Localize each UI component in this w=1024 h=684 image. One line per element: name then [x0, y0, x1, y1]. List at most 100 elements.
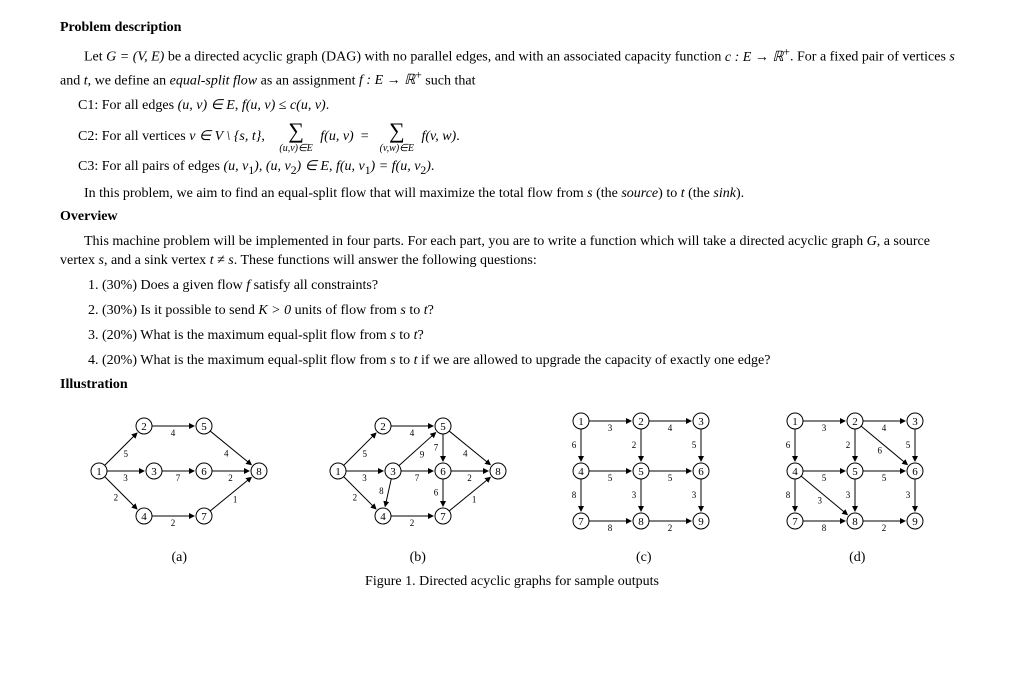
svg-text:5: 5 — [692, 440, 697, 450]
svg-text:4: 4 — [171, 428, 176, 438]
text: and — [60, 73, 84, 88]
svg-text:5: 5 — [822, 473, 827, 483]
svg-text:4: 4 — [380, 511, 386, 523]
text: ). — [736, 186, 744, 201]
graph-a: 54437222112536847 — [79, 401, 279, 541]
svg-text:1: 1 — [335, 466, 341, 478]
figure-label-c: (c) — [556, 550, 731, 566]
figure-label-d: (d) — [770, 550, 945, 566]
svg-text:3: 3 — [632, 490, 637, 500]
svg-text:3: 3 — [906, 490, 911, 500]
svg-text:2: 2 — [639, 416, 645, 428]
graph-c: 346255583382123456789 — [556, 401, 731, 541]
svg-text:5: 5 — [124, 449, 129, 459]
heading-overview: Overview — [60, 209, 964, 225]
question-4: 4. (20%) What is the maximum equal-split… — [88, 352, 964, 371]
text: , and a sink vertex — [104, 253, 210, 268]
text: as an assignment — [257, 73, 359, 88]
svg-text:6: 6 — [877, 446, 882, 456]
svg-text:8: 8 — [786, 490, 791, 500]
svg-text:2: 2 — [380, 421, 386, 433]
svg-text:3: 3 — [608, 423, 613, 433]
svg-text:1: 1 — [792, 416, 798, 428]
svg-text:7: 7 — [415, 473, 420, 483]
figure-row: 54437222112536847 (a) 544372221978612536… — [60, 401, 964, 566]
svg-text:5: 5 — [440, 421, 446, 433]
q2b-text: units of flow from — [291, 303, 400, 318]
svg-text:3: 3 — [692, 490, 697, 500]
svg-text:1: 1 — [233, 494, 238, 504]
figure-caption: Figure 1. Directed acyclic graphs for sa… — [60, 574, 964, 590]
svg-text:2: 2 — [114, 493, 119, 503]
q1b-text: satisfy all constraints? — [250, 278, 378, 293]
text: (the — [685, 186, 714, 201]
question-1: 1. (30%) Does a given flow f satisfy all… — [88, 277, 964, 296]
svg-text:5: 5 — [608, 473, 613, 483]
svg-text:9: 9 — [419, 449, 424, 459]
svg-text:2: 2 — [882, 523, 887, 533]
svg-text:5: 5 — [202, 421, 208, 433]
para-overview: This machine problem will be implemented… — [60, 233, 964, 271]
svg-text:9: 9 — [699, 516, 705, 528]
svg-text:8: 8 — [639, 516, 645, 528]
svg-text:3: 3 — [362, 473, 367, 483]
svg-text:8: 8 — [379, 486, 384, 496]
figure-c: 346255583382123456789 (c) — [556, 401, 731, 566]
svg-text:2: 2 — [410, 518, 415, 528]
svg-text:2: 2 — [846, 440, 851, 450]
heading-problem: Problem description — [60, 20, 964, 36]
svg-text:4: 4 — [463, 448, 468, 458]
svg-text:2: 2 — [229, 473, 234, 483]
para-problem-2: In this problem, we aim to find an equal… — [60, 185, 964, 204]
q3c-text: ? — [417, 328, 423, 343]
svg-text:7: 7 — [792, 516, 798, 528]
svg-text:6: 6 — [434, 487, 439, 497]
svg-text:6: 6 — [202, 466, 208, 478]
svg-text:6: 6 — [572, 440, 577, 450]
svg-text:3: 3 — [817, 496, 822, 506]
svg-text:8: 8 — [608, 523, 613, 533]
svg-text:3: 3 — [152, 466, 158, 478]
q4-text: (20%) What is the maximum equal-split fl… — [102, 353, 390, 368]
term-source: source — [621, 186, 658, 201]
figure-a: 54437222112536847 (a) — [79, 401, 279, 566]
svg-text:2: 2 — [632, 440, 637, 450]
constraint-c3: C3: For all pairs of edges (u, v1), (u, … — [78, 158, 964, 179]
svg-text:3: 3 — [822, 423, 827, 433]
c1-label: C1: — [78, 98, 98, 113]
heading-illustration: Illustration — [60, 377, 964, 393]
svg-text:7: 7 — [434, 442, 439, 452]
question-2: 2. (30%) Is it possible to send K > 0 un… — [88, 302, 964, 321]
q1-text: (30%) Does a given flow — [102, 278, 246, 293]
q2-text: (30%) Is it possible to send — [102, 303, 258, 318]
svg-text:3: 3 — [846, 490, 851, 500]
figure-label-a: (a) — [79, 550, 279, 566]
svg-text:3: 3 — [124, 473, 129, 483]
figure-label-b: (b) — [318, 550, 518, 566]
c2-label: C2: — [78, 129, 98, 144]
svg-text:6: 6 — [699, 466, 705, 478]
svg-text:5: 5 — [852, 466, 858, 478]
c3-label: C3: — [78, 159, 98, 174]
para-problem-1: Let G = (V, E) be a directed acyclic gra… — [60, 44, 964, 91]
svg-text:2: 2 — [352, 493, 357, 503]
svg-text:4: 4 — [142, 511, 148, 523]
svg-text:8: 8 — [572, 490, 577, 500]
svg-text:1: 1 — [579, 416, 585, 428]
text: be a directed acyclic graph (DAG) with n… — [164, 50, 725, 65]
svg-text:4: 4 — [224, 448, 229, 458]
svg-text:5: 5 — [639, 466, 645, 478]
svg-text:1: 1 — [472, 494, 477, 504]
c1-text: For all edges — [102, 98, 178, 113]
svg-text:3: 3 — [699, 416, 705, 428]
figure-b: 544372221978612536847 (b) — [318, 401, 518, 566]
svg-text:6: 6 — [912, 466, 918, 478]
c3-text: For all pairs of edges — [102, 159, 224, 174]
svg-text:2: 2 — [171, 518, 176, 528]
svg-text:9: 9 — [912, 516, 918, 528]
svg-text:3: 3 — [390, 466, 396, 478]
svg-text:2: 2 — [142, 421, 148, 433]
text: . These functions will answer the follow… — [234, 253, 537, 268]
constraint-c1: C1: For all edges (u, v) ∈ E, f(u, v) ≤ … — [78, 97, 964, 116]
graph-b: 544372221978612536847 — [318, 401, 518, 541]
